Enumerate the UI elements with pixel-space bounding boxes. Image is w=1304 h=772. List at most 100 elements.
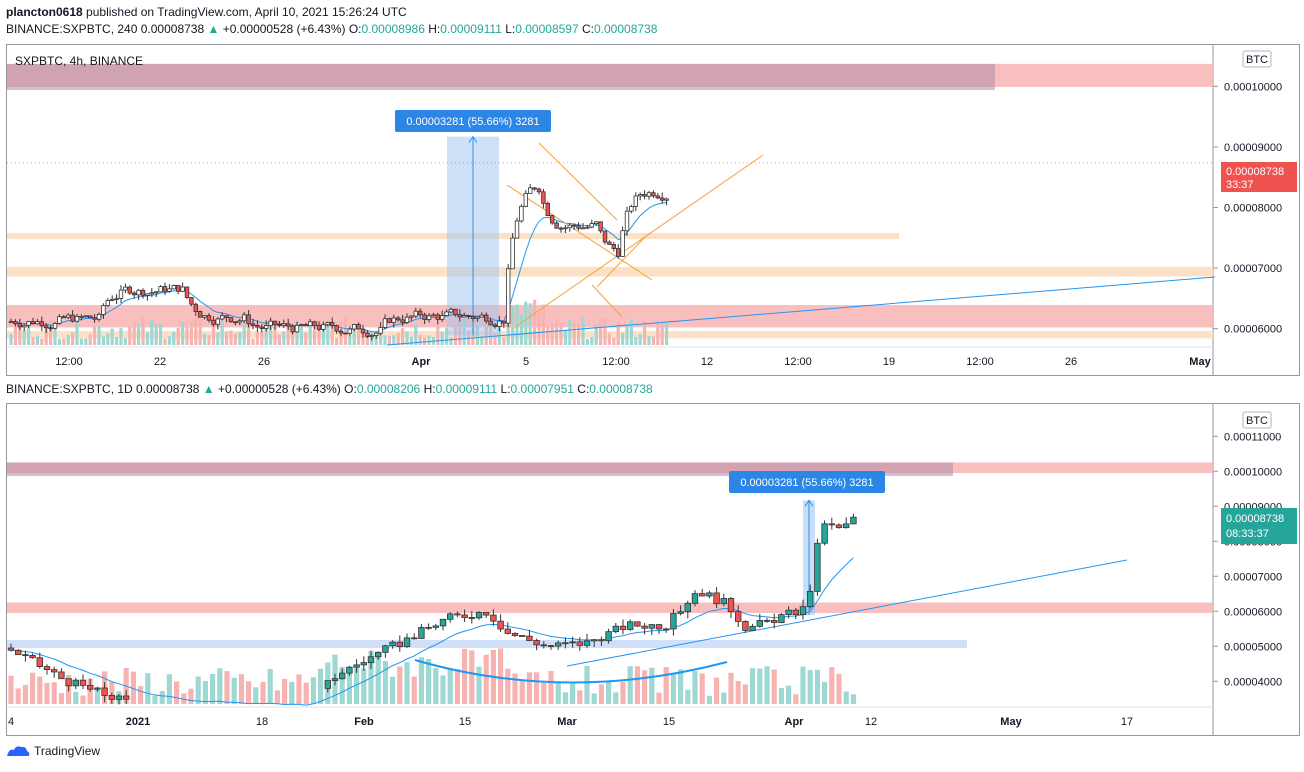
volume-bar — [9, 333, 13, 345]
candle-body — [167, 288, 172, 292]
candle-body — [583, 640, 591, 646]
volume-bar — [145, 673, 151, 704]
volume-bar — [706, 695, 712, 704]
candle-body — [501, 320, 506, 324]
volume-bar — [152, 695, 158, 704]
time-axis[interactable]: 4 2021 18 Feb 15 Mar 15 Apr 12 May 17 — [8, 716, 1133, 728]
volume-bar — [159, 691, 165, 704]
currency-badge[interactable] — [1242, 411, 1272, 429]
volume-bar — [505, 668, 511, 704]
candle-body — [65, 678, 72, 687]
volume-bar — [627, 666, 633, 704]
volume-bar — [267, 669, 273, 704]
candle-body — [611, 244, 616, 249]
measure-label: 0.00003281 (55.66%) 3281 — [395, 110, 551, 132]
volume-bar — [330, 325, 334, 345]
up-arrow-icon: ▲ — [202, 382, 215, 396]
volume-bar — [392, 335, 396, 345]
volume-bar — [189, 322, 193, 345]
legend-h-label: H: — [423, 382, 436, 396]
volume-bar — [31, 336, 35, 345]
volume-bar — [534, 672, 540, 704]
candle-body — [378, 326, 383, 334]
volume-bar — [469, 650, 475, 704]
candle-body — [576, 225, 581, 229]
volume-bar — [757, 668, 763, 704]
chart-panel-4h[interactable]: 0.00010000 0.00009000 0.00008000 0.00007000… — [6, 44, 1300, 376]
candle-body — [171, 284, 176, 290]
candle-body — [202, 315, 207, 318]
x-tick-label: Apr — [785, 716, 805, 728]
candle-body — [101, 305, 106, 315]
publisher-name[interactable]: plancton0618 — [6, 5, 83, 19]
price-axis[interactable]: 0.000110000.000100000.000090000.00008000… — [1213, 431, 1282, 688]
volume-bar — [480, 335, 484, 345]
candle-body — [547, 645, 555, 647]
volume-bar — [454, 669, 460, 704]
volume-bar — [195, 676, 201, 704]
candle-body — [677, 611, 684, 614]
legend-symbol[interactable]: BINANCE:SXPBTC, 1D — [6, 382, 133, 396]
volume-bar — [414, 323, 418, 345]
volume-bar — [289, 681, 295, 704]
volume-bar — [656, 320, 660, 345]
volume-bar — [318, 668, 324, 704]
volume-bar — [541, 682, 547, 704]
candle-body — [8, 321, 14, 324]
volume-bar — [335, 338, 339, 345]
channel-line — [596, 234, 648, 288]
candle-body — [66, 314, 71, 318]
volume-bar — [317, 320, 321, 345]
currency-badge[interactable] — [1242, 50, 1272, 68]
candle-body — [479, 314, 484, 318]
legend-h-label: H: — [428, 22, 441, 36]
candle-body — [453, 308, 458, 316]
volume-bar — [404, 662, 410, 704]
tradingview-logo[interactable]: TradingView — [6, 744, 100, 758]
candle-body — [727, 598, 735, 613]
candle-body — [699, 593, 706, 597]
volume-bar — [502, 337, 506, 345]
legend-l: 0.00008597 — [515, 22, 579, 36]
currency-label: BTC — [1246, 54, 1268, 66]
x-tick-label: Apr — [412, 356, 432, 368]
candle-body — [655, 624, 663, 630]
candle-body — [558, 227, 564, 230]
x-tick-label: 12:00 — [602, 356, 630, 368]
candle-body — [353, 664, 360, 668]
candle-body — [633, 195, 638, 207]
volume-bar — [255, 332, 259, 345]
candle-body — [821, 523, 828, 544]
x-tick-label: May — [1189, 356, 1211, 368]
volume-bar — [101, 336, 105, 345]
chart-panel-1d[interactable]: 0.000110000.000100000.000090000.00008000… — [6, 403, 1300, 736]
volume-bar — [40, 338, 44, 345]
y-tick-label: 0.00006000 — [1224, 324, 1282, 336]
candle-body — [528, 187, 533, 194]
volume-bar — [62, 338, 66, 345]
volume-bar — [22, 685, 28, 704]
time-axis[interactable]: 12:00 22 26 Apr 5 12:00 12 12:00 19 12:00 26 May — [55, 356, 1211, 368]
y-tick-label: 0.00007000 — [1224, 571, 1282, 583]
volume-bar — [445, 327, 449, 345]
price-axis[interactable]: 0.00010000 0.00009000 0.00008000 0.00007000… — [1213, 81, 1282, 336]
measure-tool — [447, 135, 499, 336]
candle-body — [145, 293, 150, 296]
candle-body — [706, 592, 713, 597]
volume-bar — [286, 323, 290, 345]
volume-bar — [750, 668, 756, 704]
x-tick-label: 12 — [701, 356, 713, 368]
volume-bar — [663, 667, 669, 704]
candle-body — [307, 321, 313, 327]
candle-body — [446, 613, 454, 620]
chart-1d-svg[interactable]: 0.000110000.000100000.000090000.00008000… — [7, 404, 1299, 735]
candle-body — [396, 641, 403, 647]
volume-bar — [771, 669, 777, 704]
legend-symbol[interactable]: BINANCE:SXPBTC, 240 — [6, 22, 138, 36]
volume-bar — [119, 328, 123, 345]
x-tick-label: 26 — [1065, 356, 1077, 368]
candle-body — [175, 284, 181, 292]
candle-body — [404, 316, 410, 323]
candle-body — [619, 625, 627, 630]
chart-4h-svg[interactable]: 0.00010000 0.00009000 0.00008000 0.00007000… — [7, 45, 1299, 375]
